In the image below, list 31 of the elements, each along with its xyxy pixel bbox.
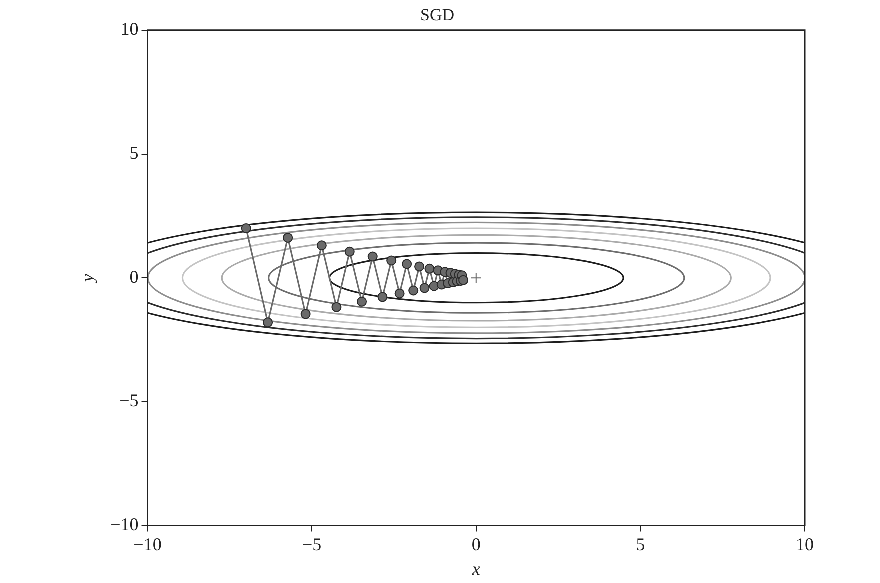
point [378, 292, 388, 302]
y-tick-label: 0 [130, 266, 139, 287]
point [241, 224, 252, 234]
x-tick-label: 10 [796, 534, 814, 554]
point [470, 272, 482, 284]
point [386, 256, 397, 266]
point [368, 252, 378, 262]
point [414, 262, 425, 272]
point [394, 288, 405, 299]
point [458, 275, 469, 286]
point [300, 309, 311, 320]
y-axis-title: y [78, 274, 98, 284]
y-tick-label: −5 [120, 390, 139, 411]
point [357, 296, 368, 307]
x-tick-label: −5 [302, 534, 322, 554]
point [263, 318, 274, 328]
y-tick-label: −10 [110, 514, 139, 535]
point [420, 283, 430, 294]
point [424, 264, 435, 274]
point [332, 302, 342, 312]
x-tick-label: 5 [636, 534, 646, 554]
y-tick-label: 5 [130, 142, 139, 163]
point [402, 259, 412, 270]
point [283, 232, 294, 243]
point [344, 246, 355, 257]
x-axis-title: x [471, 558, 480, 579]
x-tick-label: 0 [472, 534, 481, 554]
chart-title: SGD [420, 6, 455, 25]
y-tick-label: 10 [120, 19, 139, 40]
point [316, 240, 327, 251]
point [408, 286, 419, 296]
